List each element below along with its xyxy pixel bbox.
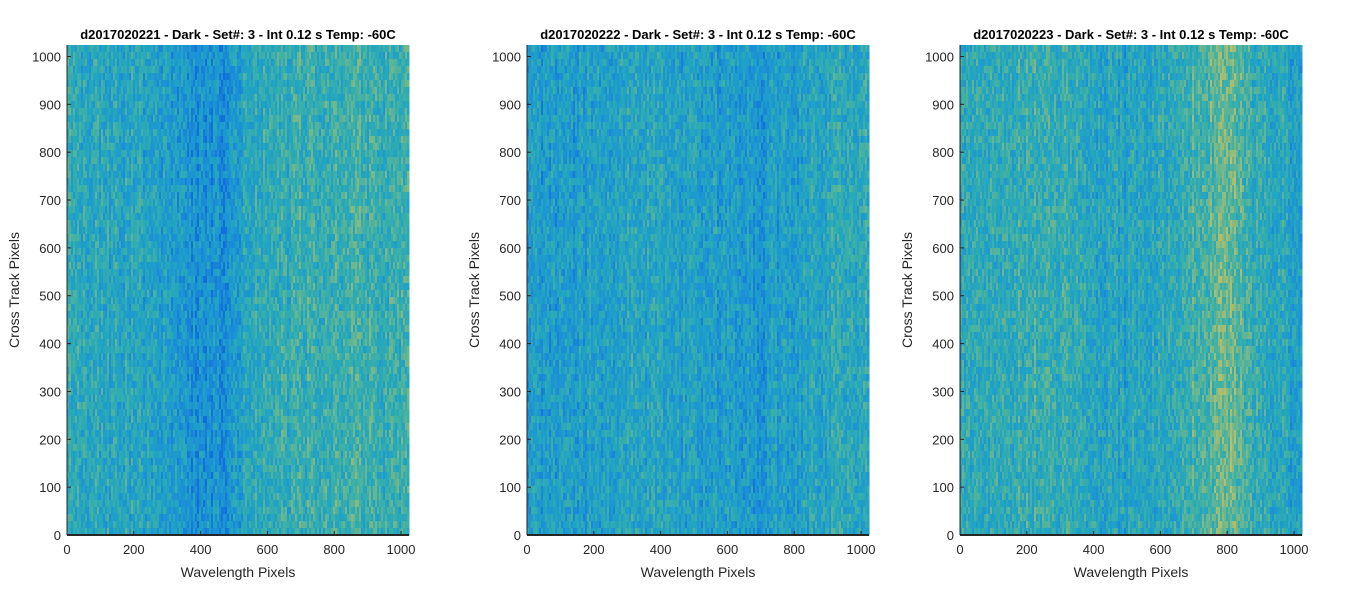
- chart-panel-1: 0 200 400 600 800 100001002003004005006007008…: [6, 27, 415, 580]
- heatmap-image: [67, 45, 409, 535]
